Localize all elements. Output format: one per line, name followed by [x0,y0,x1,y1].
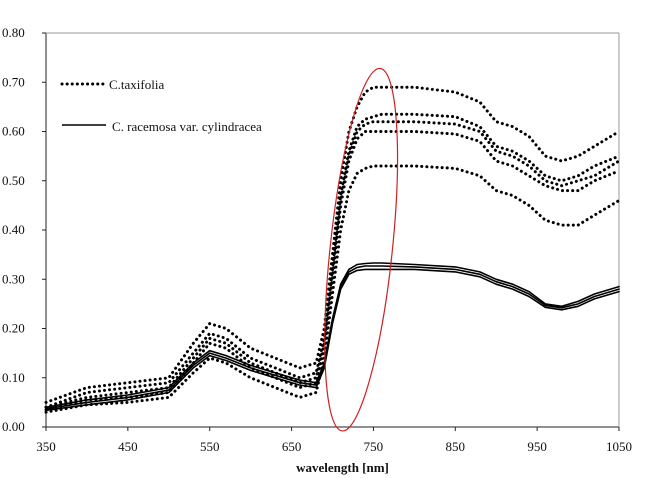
series-line-taxifolia [44,85,621,404]
x-axis-title: wavelength [nm] [296,460,389,475]
y-tick-label: 0.00 [2,419,25,434]
y-tick-label: 0.10 [2,370,25,385]
x-tick-label: 1050 [606,439,632,454]
red-ellipse-annotation [324,67,399,432]
y-tick-label: 0.80 [2,25,25,40]
legend-label-racemosa: C. racemosa var. cylindracea [112,119,262,134]
series-line-racemosa [45,265,620,410]
x-tick-label: 950 [527,439,547,454]
y-tick-label: 0.30 [2,271,25,286]
series-line-taxifolia [44,112,621,409]
y-tick-label: 0.20 [2,321,25,336]
legend: C.taxifolia C. racemosa var. cylindracea [60,77,262,134]
x-tick-label: 550 [200,439,220,454]
x-tick-label: 350 [36,439,56,454]
series-line-taxifolia [44,130,621,412]
y-tick-label: 0.50 [2,173,25,188]
y-tick-label: 0.60 [2,124,25,139]
x-tick-label: 750 [364,439,384,454]
series-layer [44,85,621,414]
series-line-taxifolia [44,164,621,414]
x-axis-ticks: 350 450 550 650 750 850 950 1050 [36,427,632,454]
series-line-racemosa [45,268,620,412]
legend-label-taxifolia: C.taxifolia [109,77,164,92]
y-axis-ticks: 0.00 0.10 0.20 0.30 0.40 0.50 0.60 0.70 0.80 [2,25,46,434]
x-tick-label: 850 [446,439,466,454]
series-line-taxifolia [44,120,621,409]
series-line-racemosa [45,262,620,409]
x-tick-label: 450 [118,439,138,454]
y-tick-label: 0.70 [2,74,25,89]
y-tick-label: 0.40 [2,222,25,237]
x-tick-label: 650 [282,439,302,454]
